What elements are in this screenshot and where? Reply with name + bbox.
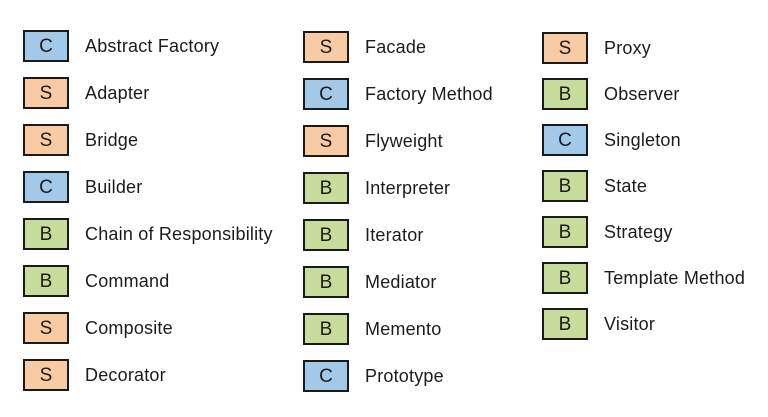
pattern-row: S Adapter <box>23 77 273 109</box>
category-badge: B <box>542 262 588 294</box>
pattern-label: Command <box>85 270 170 291</box>
pattern-label: Composite <box>85 317 173 338</box>
category-badge: B <box>303 172 349 204</box>
pattern-column-3: S Proxy B Observer C Singleton B State B Strategy… <box>542 32 745 340</box>
pattern-label: Facade <box>365 36 427 57</box>
pattern-label: Proxy <box>604 37 652 58</box>
pattern-row: C Prototype <box>303 360 493 392</box>
pattern-row: S Flyweight <box>303 125 493 157</box>
category-badge: B <box>23 218 69 250</box>
category-badge: C <box>303 78 349 110</box>
pattern-row: B Iterator <box>303 219 493 251</box>
pattern-label: Strategy <box>604 221 673 242</box>
pattern-label: Template Method <box>604 267 746 288</box>
pattern-label: Prototype <box>365 365 444 386</box>
pattern-label: Iterator <box>365 224 424 245</box>
pattern-row: B State <box>542 170 745 202</box>
pattern-row: B Command <box>23 265 273 297</box>
pattern-label: Mediator <box>365 271 437 292</box>
pattern-row: B Memento <box>303 313 493 345</box>
category-badge: B <box>542 216 588 248</box>
pattern-label: Singleton <box>604 129 681 150</box>
category-badge: B <box>303 219 349 251</box>
pattern-row: B Strategy <box>542 216 745 248</box>
pattern-row: S Proxy <box>542 32 745 64</box>
pattern-label: Builder <box>85 176 143 197</box>
category-badge: C <box>23 30 69 62</box>
category-badge: B <box>542 170 588 202</box>
category-badge: B <box>542 78 588 110</box>
pattern-row: C Factory Method <box>303 78 493 110</box>
pattern-row: C Abstract Factory <box>23 30 273 62</box>
pattern-label: Interpreter <box>365 177 451 198</box>
pattern-row: B Template Method <box>542 262 745 294</box>
pattern-label: Memento <box>365 318 442 339</box>
pattern-row: S Decorator <box>23 359 273 391</box>
pattern-row: C Singleton <box>542 124 745 156</box>
pattern-label: Flyweight <box>365 130 443 151</box>
category-badge: S <box>303 125 349 157</box>
pattern-label: Abstract Factory <box>85 35 220 56</box>
category-badge: B <box>542 308 588 340</box>
pattern-row: S Bridge <box>23 124 273 156</box>
pattern-label: Visitor <box>604 313 656 334</box>
category-badge: S <box>23 359 69 391</box>
category-badge: S <box>23 77 69 109</box>
pattern-label: State <box>604 175 648 196</box>
pattern-label: Decorator <box>85 364 166 385</box>
category-badge: C <box>542 124 588 156</box>
pattern-row: B Observer <box>542 78 745 110</box>
category-badge: S <box>303 31 349 63</box>
category-badge: B <box>303 266 349 298</box>
category-badge: B <box>303 313 349 345</box>
pattern-label: Factory Method <box>365 83 493 104</box>
pattern-row: B Chain of Responsibility <box>23 218 273 250</box>
pattern-label: Bridge <box>85 129 139 150</box>
pattern-column-1: C Abstract Factory S Adapter S Bridge C Builder… <box>23 30 273 391</box>
pattern-label: Observer <box>604 83 680 104</box>
pattern-row: S Composite <box>23 312 273 344</box>
pattern-column-2: S Facade C Factory Method S Flyweight B Interpr… <box>303 31 493 392</box>
category-badge: S <box>23 124 69 156</box>
pattern-row: B Mediator <box>303 266 493 298</box>
category-badge: S <box>542 32 588 64</box>
category-badge: S <box>23 312 69 344</box>
pattern-row: B Interpreter <box>303 172 493 204</box>
category-badge: B <box>23 265 69 297</box>
pattern-row: B Visitor <box>542 308 745 340</box>
pattern-label: Adapter <box>85 82 150 103</box>
pattern-row: S Facade <box>303 31 493 63</box>
category-badge: C <box>303 360 349 392</box>
category-badge: C <box>23 171 69 203</box>
pattern-row: C Builder <box>23 171 273 203</box>
pattern-label: Chain of Responsibility <box>85 223 273 244</box>
